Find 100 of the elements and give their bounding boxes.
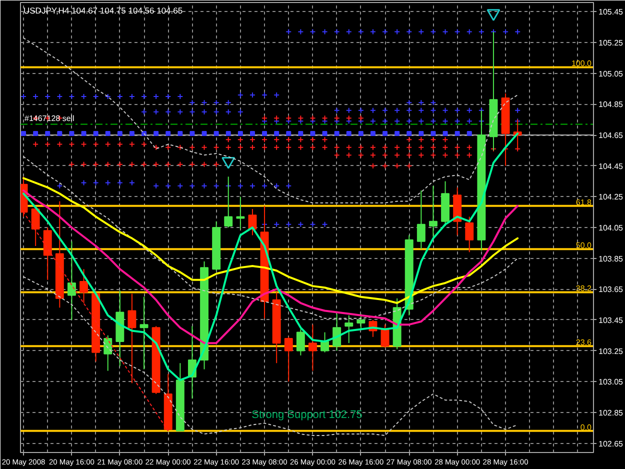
y-tick-label: 104.65 xyxy=(598,131,624,140)
point xyxy=(201,161,208,168)
line-series xyxy=(23,276,518,436)
point xyxy=(274,182,280,189)
point xyxy=(394,118,400,124)
point xyxy=(406,130,412,136)
candlestick xyxy=(140,296,148,370)
point xyxy=(105,130,110,136)
point xyxy=(358,152,364,158)
candlestick xyxy=(416,190,426,250)
annotation: 100.0 xyxy=(571,59,592,68)
annotation: 23.6 xyxy=(576,338,592,348)
point xyxy=(310,144,316,150)
point xyxy=(334,118,340,124)
annotation: 61.8 xyxy=(576,198,592,207)
point xyxy=(430,118,436,124)
point xyxy=(346,130,352,136)
point xyxy=(81,130,86,136)
point xyxy=(418,152,424,158)
point xyxy=(370,152,376,158)
y-tick-label: 103.45 xyxy=(598,316,624,325)
point xyxy=(128,180,135,186)
point xyxy=(237,182,244,189)
point xyxy=(298,115,304,122)
annotation: Strong Support 102.75 xyxy=(252,408,362,421)
point xyxy=(370,28,376,35)
point xyxy=(32,141,39,148)
point xyxy=(80,141,87,148)
point xyxy=(346,28,352,35)
candlestick xyxy=(320,332,330,353)
point xyxy=(418,118,424,124)
annotation: 50.0 xyxy=(576,241,592,250)
point xyxy=(44,141,51,148)
point xyxy=(310,130,316,136)
point xyxy=(466,118,472,124)
point xyxy=(430,107,436,114)
point xyxy=(165,144,172,150)
y-tick-label: 102.65 xyxy=(598,439,624,448)
point xyxy=(406,118,412,124)
point xyxy=(286,182,292,189)
point xyxy=(418,136,424,143)
point xyxy=(201,108,208,115)
point xyxy=(394,162,400,169)
point xyxy=(358,115,364,122)
point xyxy=(154,130,159,136)
point xyxy=(225,100,232,106)
point xyxy=(346,144,352,150)
point xyxy=(418,28,424,35)
y-tick-label: 103.85 xyxy=(598,254,624,264)
point xyxy=(249,144,256,150)
point xyxy=(382,162,388,169)
point xyxy=(358,28,364,35)
line-series xyxy=(23,37,518,204)
point xyxy=(430,144,436,150)
annotation: 0.0 xyxy=(580,422,592,432)
point xyxy=(358,118,364,124)
point xyxy=(370,162,376,169)
point xyxy=(466,107,472,114)
point xyxy=(117,130,122,136)
point xyxy=(310,118,316,124)
y-tick-label: 102.85 xyxy=(598,408,624,418)
point xyxy=(45,130,50,136)
point xyxy=(394,144,400,150)
point xyxy=(382,152,388,158)
point xyxy=(262,115,268,122)
candlestick xyxy=(80,268,88,304)
point xyxy=(141,161,148,168)
point xyxy=(225,144,232,150)
point xyxy=(382,107,388,114)
point xyxy=(430,28,436,35)
point xyxy=(274,221,280,228)
point xyxy=(310,115,316,122)
point xyxy=(334,107,340,114)
y-tick-label: 105.45 xyxy=(598,8,624,17)
point xyxy=(262,118,268,124)
point xyxy=(201,182,208,189)
point xyxy=(177,144,184,150)
point xyxy=(190,130,195,136)
point xyxy=(33,130,38,136)
point xyxy=(454,144,460,150)
y-tick-label: 104.05 xyxy=(598,224,624,232)
point xyxy=(213,161,220,168)
point xyxy=(286,221,292,228)
annotation: 38.2 xyxy=(576,284,592,294)
point xyxy=(454,118,460,124)
point xyxy=(394,28,400,35)
point xyxy=(346,107,352,114)
point xyxy=(442,130,448,136)
y-tick-label: 104.45 xyxy=(598,162,624,171)
point xyxy=(274,144,280,150)
point xyxy=(92,161,99,168)
point xyxy=(262,182,268,189)
point xyxy=(394,130,400,136)
point xyxy=(346,115,352,122)
y-tick-label: 103.65 xyxy=(598,285,624,294)
point xyxy=(442,136,448,143)
point xyxy=(334,115,340,122)
point xyxy=(202,130,207,136)
point xyxy=(116,180,123,186)
point xyxy=(502,28,509,35)
